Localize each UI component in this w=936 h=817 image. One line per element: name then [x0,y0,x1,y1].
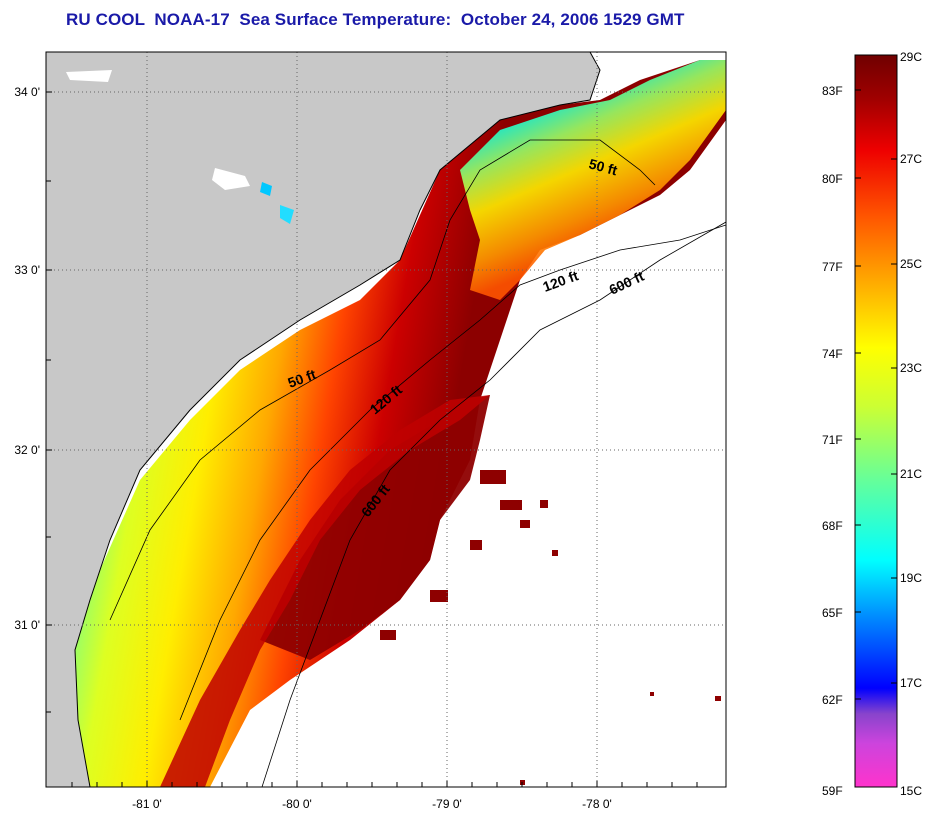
lon-tick-label-2: -80 0' [282,797,312,811]
contour-label-50ft-north: 50 ft [587,155,619,178]
land [46,52,600,787]
axis-ticks [46,91,698,787]
sst-swath-north [460,60,726,300]
contour-50ft [109,139,656,621]
lat-tick-label-3: 32 0' [14,443,40,457]
lon-tick-label-1: -81 0' [132,797,162,811]
contour-120ft [179,224,726,721]
graticule [46,52,726,787]
lat-tick-label-4: 31 0' [14,618,40,632]
lake-2 [280,205,294,224]
gulf-stream-edge [160,395,490,787]
map-title: RU COOL NOAA-17 Sea Surface Temperature:… [66,10,685,29]
gulf-stream-core [260,395,490,660]
offshore-pixels [380,470,721,785]
lat-tick-label-1: 34 0' [14,85,40,99]
coastline [74,52,601,787]
lake-1 [260,182,272,196]
lat-tick-label-2: 33 0' [14,263,40,277]
lake-4 [66,70,112,82]
lon-tick-label-4: -78 0' [582,797,612,811]
contour-600ft [261,221,726,787]
plot-frame [45,51,727,788]
lake-3 [212,168,250,190]
lon-tick-label-3: -79 0' [432,797,462,811]
